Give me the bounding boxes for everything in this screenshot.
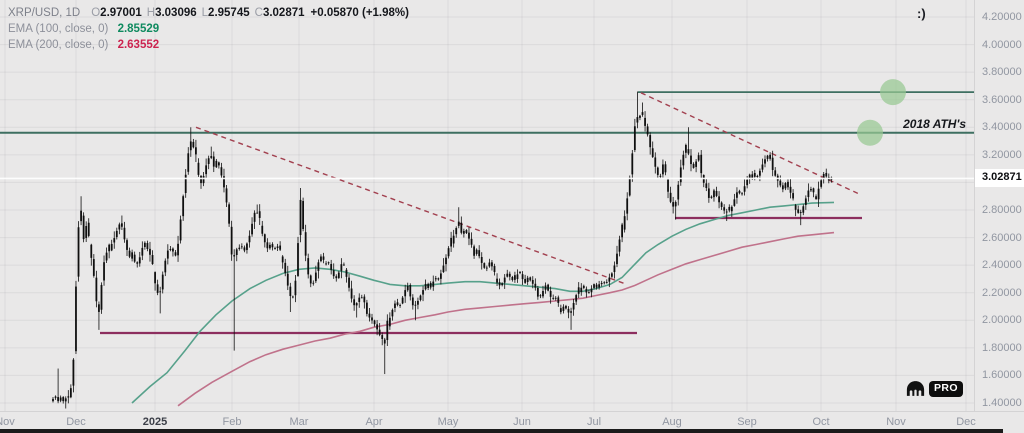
- price-axis-label: 2.80000: [982, 203, 1022, 216]
- kraken-logo-icon: [906, 381, 925, 396]
- price-axis-label: 1.40000: [982, 396, 1022, 409]
- price-axis[interactable]: 4.20000 4.00000 3.80000 3.60000 3.40000 3.200…: [974, 0, 1024, 411]
- low-value: 2.95745: [208, 7, 250, 19]
- close-value: 3.02871: [262, 7, 305, 19]
- ema100-legend-row[interactable]: EMA (100, close, 0) 2.85529: [8, 21, 409, 37]
- time-axis-label: Dec: [956, 416, 976, 428]
- ema200-value: 2.63552: [117, 39, 160, 51]
- ema200-label: EMA (200, close, 0): [8, 39, 109, 51]
- price-axis-label: 4.20000: [982, 11, 1022, 23]
- time-axis-label: Nov: [886, 416, 906, 428]
- green-circle-lower: [857, 119, 883, 146]
- high-value: 3.03096: [155, 7, 197, 19]
- ema200-line: [177, 231, 835, 407]
- price-axis-label: 1.60000: [982, 369, 1022, 382]
- price-chart-canvas[interactable]: 2018 ATH's: [0, 0, 974, 411]
- time-axis-label: Jul: [586, 416, 602, 428]
- time-axis-label: Aug: [662, 416, 682, 428]
- open-key: O: [91, 7, 101, 19]
- change-value: +0.05870 (+1.98%): [310, 7, 409, 19]
- price-axis-label: 3.40000: [982, 121, 1022, 134]
- price-axis-label: 1.80000: [982, 341, 1022, 354]
- price-axis-label: 3.80000: [982, 66, 1022, 79]
- time-axis-label: May: [437, 416, 459, 428]
- price-axis-label: 2.20000: [982, 286, 1022, 299]
- last-price-label: 3.02871: [975, 169, 1024, 188]
- open-value: 2.97001: [100, 7, 142, 19]
- time-axis-label: Mar: [289, 416, 309, 428]
- close-key: C: [254, 7, 263, 19]
- chart-legend: XRP/USD, 1D O2.97001 H3.03096 L2.95745 C3.02…: [8, 5, 409, 53]
- symbol-title: XRP/USD, 1D: [8, 7, 81, 19]
- ema100-value: 2.85529: [117, 23, 160, 35]
- price-axis-label: 3.20000: [982, 148, 1022, 161]
- time-axis-label: Dec: [66, 416, 86, 428]
- time-axis-label: Nov: [0, 416, 15, 428]
- window-edge-bar: [0, 429, 1003, 433]
- price-axis-label: 2.60000: [982, 231, 1022, 244]
- symbol-legend-row[interactable]: XRP/USD, 1D O2.97001 H3.03096 L2.95745 C3.02…: [8, 5, 409, 21]
- price-axis-label: 3.60000: [982, 93, 1022, 106]
- price-axis-label: 4.00000: [982, 38, 1022, 51]
- low-key: L: [201, 7, 209, 19]
- ema200-legend-row[interactable]: EMA (200, close, 0) 2.63552: [8, 37, 409, 53]
- pro-badge: PRO: [929, 380, 963, 397]
- ema100-label: EMA (100, close, 0): [8, 23, 109, 35]
- price-axis-label: 2.00000: [982, 314, 1022, 327]
- green-circle-upper: [880, 79, 906, 106]
- ath-label: 2018 ATH's: [902, 117, 966, 131]
- descending-trendline-2: [640, 92, 859, 195]
- smiley-annotation: :): [917, 6, 926, 21]
- ema100-line: [131, 201, 835, 404]
- time-axis-label: 2025: [142, 416, 168, 428]
- time-axis[interactable]: Nov Dec 2025 Feb Mar Apr May Jun Jul Aug Sep Oct Nov…: [0, 411, 1024, 433]
- time-axis-label: Sep: [737, 416, 757, 428]
- kraken-pro-watermark: PRO: [905, 380, 963, 397]
- time-axis-label: Apr: [365, 416, 383, 428]
- time-axis-label: Jun: [513, 416, 531, 428]
- high-key: H: [146, 7, 156, 19]
- descending-trendline-1: [195, 126, 628, 286]
- time-axis-label: Feb: [222, 416, 242, 428]
- time-axis-label: Oct: [812, 416, 830, 428]
- price-axis-label: 2.40000: [982, 259, 1022, 272]
